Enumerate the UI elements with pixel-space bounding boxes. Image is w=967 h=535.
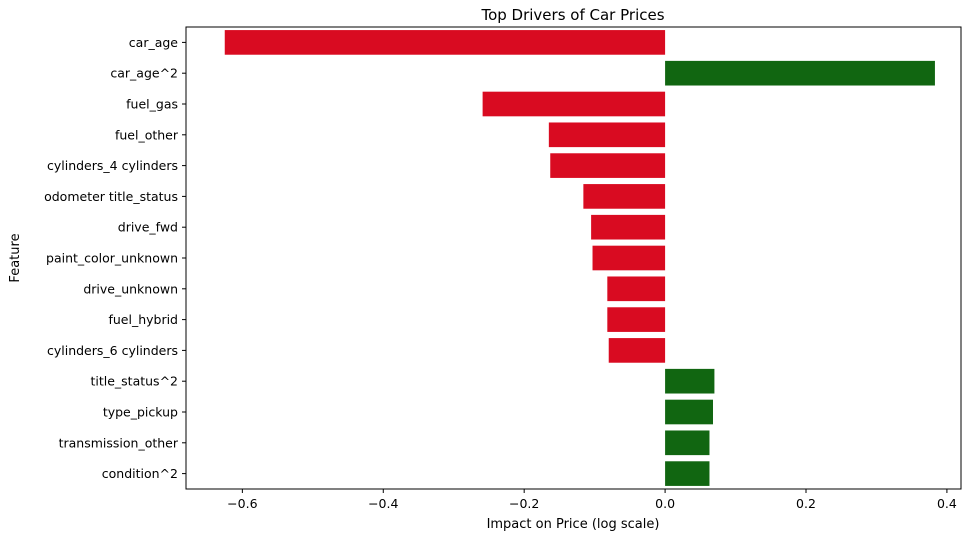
y-axis-label: Feature: [8, 233, 23, 282]
x-tick-label: 0.0: [655, 496, 675, 511]
bar-paint-color-unknown: [592, 245, 666, 271]
x-tick-label: −0.6: [227, 496, 257, 511]
y-tick-label: cylinders_6 cylinders: [47, 343, 178, 358]
y-tick-label: drive_unknown: [83, 281, 178, 296]
x-tick-label: 0.2: [796, 496, 816, 511]
bar-type-pickup: [665, 399, 713, 425]
x-tick-label: 0.4: [937, 496, 957, 511]
y-tick-label: transmission_other: [59, 435, 179, 450]
y-tick-label: car_age^2: [110, 66, 178, 81]
x-ticks: −0.6 −0.4 −0.2 0.0 0.2 0.4: [227, 489, 957, 511]
x-tick-label: −0.4: [368, 496, 398, 511]
bar-fuel-other: [548, 122, 666, 148]
bar-transmission-other: [665, 430, 710, 456]
y-tick-label: odometer title_status: [44, 189, 178, 204]
y-tick-label: paint_color_unknown: [46, 251, 178, 266]
y-tick-label: fuel_hybrid: [108, 312, 178, 327]
y-tick-label: cylinders_4 cylinders: [47, 158, 178, 173]
y-tick-label: title_status^2: [90, 374, 178, 389]
bar-drive-fwd: [591, 214, 666, 240]
y-tick-label: fuel_other: [115, 127, 179, 142]
y-tick-label: fuel_gas: [126, 97, 178, 112]
bar-cylinders-6-cylinders: [608, 338, 666, 363]
bar-odometer-title-status: [583, 184, 666, 209]
bar-fuel-gas: [482, 91, 666, 117]
y-tick-label: car_age: [129, 35, 179, 50]
chart-title: Top Drivers of Car Prices: [480, 6, 664, 24]
y-tick-label: condition^2: [102, 466, 178, 481]
x-tick-label: −0.2: [509, 496, 539, 511]
y-tick-label: drive_fwd: [118, 220, 178, 235]
bars-group: [224, 30, 935, 486]
bar-cylinders-4-cylinders: [550, 153, 666, 178]
bar-car-age: [224, 30, 666, 55]
bar-drive-unknown: [607, 276, 666, 302]
plot-frame: [185, 26, 962, 490]
bar-title-status-2: [665, 368, 715, 394]
x-axis-label: Impact on Price (log scale): [487, 517, 660, 532]
bar-condition-2: [665, 461, 710, 486]
y-tick-label: type_pickup: [103, 405, 178, 420]
y-tick-labels: car_age car_age^2 fuel_gas fuel_othercylind…: [44, 35, 186, 481]
bar-car-age-2: [665, 60, 935, 86]
bar-fuel-hybrid: [607, 307, 666, 332]
